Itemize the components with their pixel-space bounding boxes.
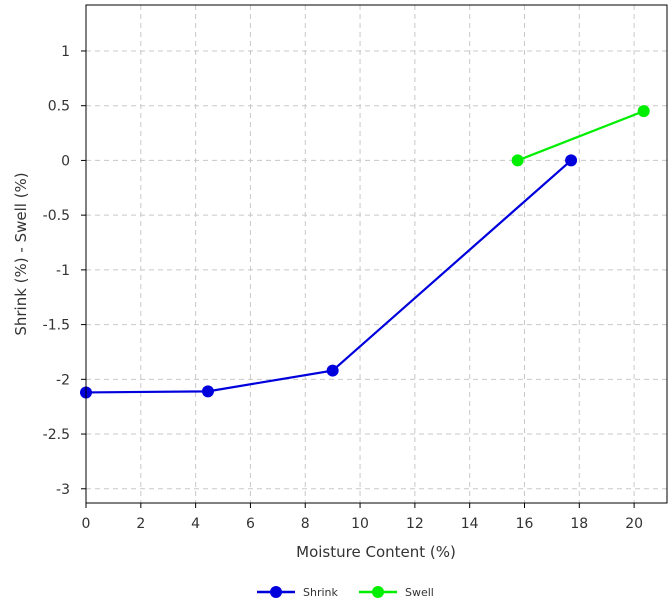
x-tick-labels: 0 2 4 6 8 10 12 14 16 18 20 xyxy=(82,503,643,532)
y-tick-label: 0 xyxy=(61,153,70,169)
x-tick-label: 14 xyxy=(461,516,479,532)
shrink-data-point xyxy=(565,154,578,167)
x-axis-title: Moisture Content (%) xyxy=(296,543,456,561)
y-axis-title: Shrink (%) - Swell (%) xyxy=(12,172,30,335)
x-tick-label: 0 xyxy=(82,516,91,532)
series-layer xyxy=(80,105,650,399)
y-tick-label: -0.5 xyxy=(43,208,70,224)
y-tick-labels: 1 0.5 0 -0.5 -1 -1.5 -2 -2.5 -3 xyxy=(43,44,86,498)
y-tick-label: -1 xyxy=(56,263,70,279)
x-tick-label: 4 xyxy=(191,516,200,532)
x-tick-label: 10 xyxy=(351,516,369,532)
swell-series-line xyxy=(517,110,645,162)
swell-legend-marker xyxy=(372,586,384,598)
x-tick-label: 16 xyxy=(516,516,534,532)
y-tick-label: -2 xyxy=(56,372,70,388)
x-tick-label: 20 xyxy=(625,516,643,532)
shrink-legend-label: Shrink xyxy=(303,586,339,599)
swell-data-point xyxy=(511,154,524,167)
grid-lines xyxy=(85,5,667,503)
swell-legend-label: Swell xyxy=(405,586,434,599)
x-tick-label: 8 xyxy=(301,516,310,532)
shrink-data-point xyxy=(326,364,339,377)
swell-data-point xyxy=(637,105,650,118)
x-tick-label: 18 xyxy=(570,516,588,532)
shrink-series-line xyxy=(85,159,572,394)
plot-frame xyxy=(85,4,668,504)
shrink-data-point xyxy=(201,385,214,398)
y-tick-label: 1 xyxy=(61,44,70,60)
shrink-legend-marker xyxy=(270,586,282,598)
x-tick-label: 12 xyxy=(406,516,424,532)
y-tick-label: -2.5 xyxy=(43,427,70,443)
x-tick-label: 6 xyxy=(246,516,255,532)
legend: Shrink Swell xyxy=(257,586,434,599)
y-tick-label: 0.5 xyxy=(48,99,70,115)
y-tick-label: -1.5 xyxy=(43,318,70,334)
y-tick-label: -3 xyxy=(56,482,70,498)
x-tick-label: 2 xyxy=(136,516,145,532)
